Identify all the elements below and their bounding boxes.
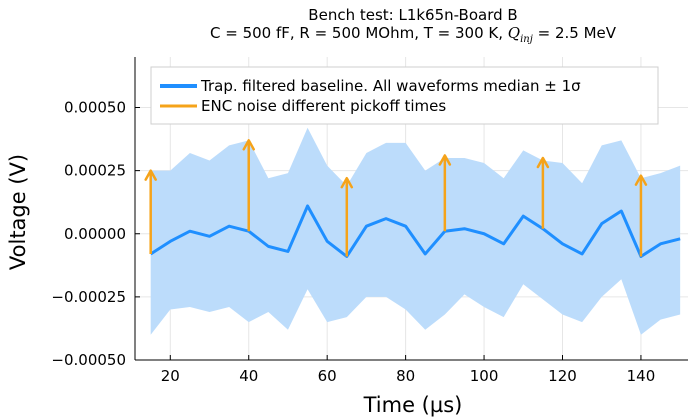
x-tick-label: 140 <box>627 367 656 385</box>
tick-labels: 20 40 60 80 100 120 140 −0.00050 −0.00025 0.00000… <box>51 99 655 386</box>
legend-entry-median: Trap. filtered baseline. All waveforms m… <box>200 77 581 95</box>
enc-arrows <box>144 139 648 257</box>
x-tick-label: 100 <box>470 367 499 385</box>
axes <box>134 57 688 361</box>
subtitle-q-symbol: Q <box>508 24 520 42</box>
y-tick-label: 0.00050 <box>64 99 126 117</box>
subtitle-q-subscript: inj <box>520 34 533 45</box>
enc-arrow-head <box>634 174 648 186</box>
sigma-band <box>150 127 681 335</box>
chart-title: Bench test: L1k65n-Board B <box>308 6 517 24</box>
series-median-line <box>149 204 681 258</box>
sigma-band-area <box>150 127 681 335</box>
x-tick-label: 80 <box>396 367 415 385</box>
y-axis-label: Voltage (V) <box>6 154 30 270</box>
x-tick-label: 40 <box>239 367 258 385</box>
y-tick-label: 0.00025 <box>64 162 126 180</box>
enc-arrow-head <box>144 169 157 181</box>
x-tick-label: 120 <box>548 367 577 385</box>
subtitle-prefix: C = 500 fF, R = 500 MOhm, T = 300 K, <box>210 24 508 42</box>
x-axis-label: Time (µs) <box>363 393 463 417</box>
y-tick-label: −0.00050 <box>51 351 126 369</box>
chart-subtitle: C = 500 fF, R = 500 MOhm, T = 300 K, Qin… <box>210 24 617 45</box>
y-tick-label: 0.00000 <box>64 225 126 243</box>
legend: Trap. filtered baseline. All waveforms m… <box>150 66 659 125</box>
enc-arrow-head <box>438 154 452 166</box>
enc-arrow-head <box>242 139 255 151</box>
y-tick-label: −0.00025 <box>51 288 126 306</box>
x-tick-label: 20 <box>161 367 180 385</box>
subtitle-suffix: = 2.5 MeV <box>533 24 617 42</box>
x-tick-label: 60 <box>318 367 337 385</box>
legend-entry-arrows: ENC noise different pickoff times <box>201 97 446 115</box>
enc-arrow-head <box>340 176 354 189</box>
legend-box <box>150 66 659 125</box>
enc-arrow-head <box>536 156 550 169</box>
